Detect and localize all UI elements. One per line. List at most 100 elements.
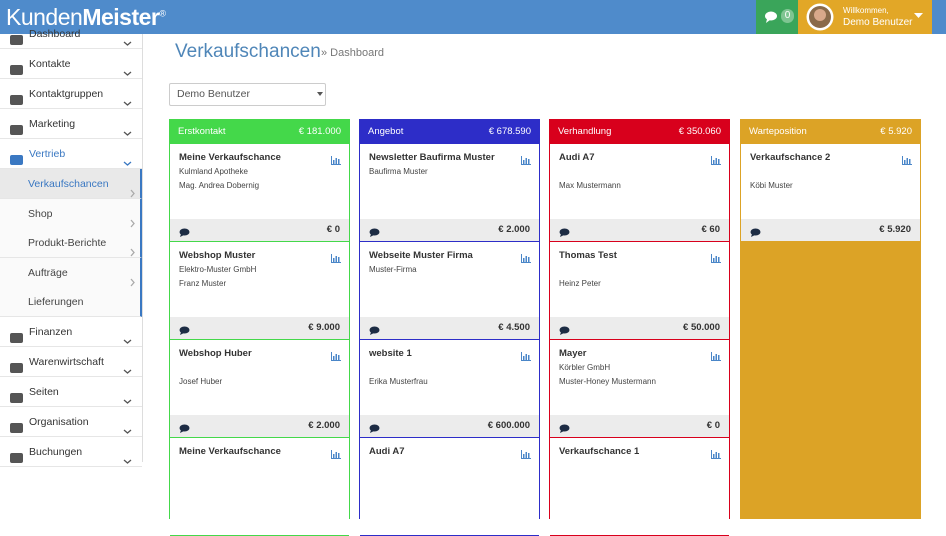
nav-label: Warenwirtschaft [29,355,104,368]
comment-icon-shape [559,228,570,237]
column-name: Verhandlung [558,126,612,137]
nav-item[interactable]: Buchungen [0,437,142,467]
deal-card[interactable]: Webseite Muster Firma Muster-Firma € 4.500 [360,242,539,340]
pipeline-column: Erstkontakt € 181.000 Meine Verkaufschance… [169,119,350,536]
deal-footer: € 600.000 [360,415,539,437]
caret [317,92,323,96]
deal-company: Muster-Firma [369,265,417,274]
column-header: Verhandlung € 350.060 [550,120,729,144]
nav-subitem[interactable]: Produkt-Berichte [0,228,142,258]
deal-card[interactable]: Webshop Huber Josef Huber € 2.000 [170,340,349,438]
user-filter[interactable]: Demo Benutzer [169,83,326,106]
chevron-shape [130,248,135,257]
chart-icon-shape [521,450,531,459]
deal-footer: € 0 [170,219,349,241]
deal-card[interactable]: Meine Verkaufschance Kulmland Apotheke Mag… [170,144,349,242]
nav-item[interactable]: Finanzen [0,317,142,347]
filter-value: Demo Benutzer [177,88,250,100]
deal-title: Webshop Muster [179,250,256,261]
logo-mark: ® [159,8,166,19]
deal-contact: Mag. Andrea Dobernig [179,181,260,190]
chevron-shape [123,369,132,374]
chevron-shape [123,131,132,136]
deal-card[interactable]: Verkaufschance 2 Köbi Muster € 5.920 [741,144,920,242]
comment-icon-shape [559,424,570,433]
chart-icon [331,152,341,170]
chart-icon-shape [902,156,912,165]
logo-text: Meister [82,4,160,30]
column-header: Warteposition € 5.920 [741,120,920,144]
deal-title: Meine Verkaufschance [179,152,281,163]
nav-icon [10,356,23,386]
nav-icon [10,28,23,58]
nav-sublabel: Shop [28,207,53,220]
chevron [128,239,137,269]
nav-subitem[interactable]: Lieferungen [0,287,142,317]
top-bar: KundenMeister® 0 Willkommen, Demo Benutz… [0,0,946,34]
chevron [123,448,132,478]
deal-card[interactable]: Verkaufschance 1 [550,438,729,536]
deal-card[interactable]: Thomas Test Heinz Peter € 50.000 [550,242,729,340]
nav-icon [10,326,23,356]
chevron [123,120,132,150]
breadcrumb[interactable]: » Dashboard [321,47,384,59]
nav-item[interactable]: Kontakte [0,49,142,79]
nav-icon [10,446,23,476]
nav-subitem[interactable]: Verkaufschancen [0,169,142,199]
comment-icon-shape [369,424,380,433]
comment-icon-shape [559,326,570,335]
deal-card[interactable]: Mayer Körbler GmbH Muster-Honey Mustermann… [550,340,729,438]
chevron-shape [123,41,132,46]
nav-label: Kontakte [29,58,71,70]
pipeline-column: Angebot € 678.590 Newsletter Baufirma Must… [359,119,540,536]
chart-icon [331,348,341,366]
logo[interactable]: KundenMeister® [6,4,166,31]
deal-title: Newsletter Baufirma Muster [369,152,495,163]
deal-contact: Muster-Honey Mustermann [559,377,656,386]
deal-card[interactable]: Audi A7 [360,438,539,536]
chevron [123,60,132,90]
nav-icon [10,386,23,416]
comment-icon [179,225,190,247]
deal-card[interactable]: Newsletter Baufirma Muster Baufirma Muste… [360,144,539,242]
chevron-shape [130,219,135,227]
nav-item[interactable]: Marketing [0,109,142,139]
comment-icon-shape [750,228,761,237]
nav-icon-shape [10,35,23,45]
nav-subitem[interactable]: Shop [0,198,142,229]
deal-card[interactable]: website 1 Erika Musterfrau € 600.000 [360,340,539,438]
comment-icon [179,421,190,443]
chevron [128,269,137,299]
chart-icon-shape [521,254,531,263]
chat-badge: 0 [781,9,794,23]
nav-item[interactable]: Warenwirtschaft [0,347,142,377]
user-menu[interactable]: Willkommen, Demo Benutzer [798,0,932,34]
comment-icon [559,421,570,443]
deal-company: Baufirma Muster [369,167,428,176]
deal-contact: Franz Muster [179,279,227,288]
nav-item[interactable]: Vertrieb [0,139,142,169]
chevron [123,30,132,60]
chevron [123,150,132,180]
deal-title: Verkaufschance 2 [750,152,831,163]
deal-card[interactable]: Audi A7 Max Mustermann € 60 [550,144,729,242]
deal-company: Kulmland Apotheke [179,167,248,176]
deal-title: Webshop Huber [179,348,252,359]
nav-subitem[interactable]: Aufträge [0,257,142,288]
deal-card[interactable]: Meine Verkaufschance [170,438,349,536]
deal-footer: € 2.000 [360,219,539,241]
column-name: Erstkontakt [178,126,226,137]
deal-amount: € 5.920 [879,224,911,235]
nav-item[interactable]: Dashboard [0,19,142,49]
deal-amount: € 600.000 [487,420,530,431]
nav-item[interactable]: Organisation [0,407,142,437]
comment-icon-shape [179,326,190,335]
deal-card[interactable]: Webshop Muster Elektro-Muster GmbH Franz M… [170,242,349,340]
nav-item[interactable]: Seiten [0,377,142,407]
comment-icon [559,225,570,247]
nav-item[interactable]: Kontaktgruppen [0,79,142,109]
deal-title: Thomas Test [559,250,617,261]
chart-icon-shape [331,352,341,361]
chart-icon-shape [331,450,341,459]
